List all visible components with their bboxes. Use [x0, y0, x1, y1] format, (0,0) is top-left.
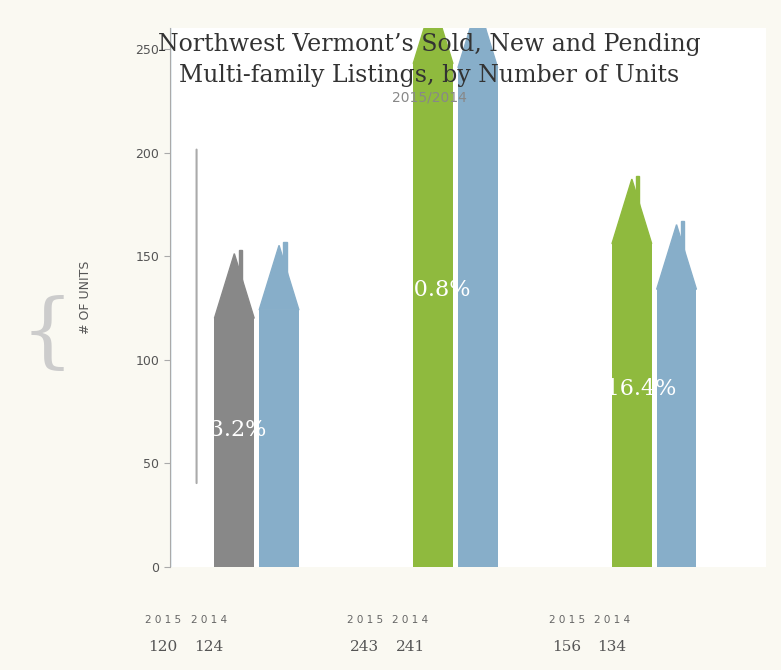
- Bar: [284, 242, 287, 275]
- Bar: [259, 310, 299, 567]
- Text: 2 0 1 5: 2 0 1 5: [145, 615, 181, 624]
- Bar: [612, 244, 651, 567]
- Text: 2 0 1 4: 2 0 1 4: [392, 615, 429, 624]
- Polygon shape: [458, 3, 497, 68]
- Bar: [458, 68, 497, 567]
- Polygon shape: [215, 254, 254, 318]
- Bar: [413, 64, 453, 567]
- Text: 120: 120: [148, 640, 178, 653]
- Text: 156: 156: [552, 640, 581, 653]
- Text: Multi-family Listings, by Number of Units: Multi-family Listings, by Number of Unit…: [180, 64, 679, 86]
- Text: # OF UNITS: # OF UNITS: [79, 261, 91, 334]
- Bar: [681, 221, 684, 254]
- Text: {: {: [20, 295, 73, 375]
- Bar: [215, 318, 254, 567]
- Text: 241: 241: [396, 640, 425, 653]
- Text: 2015/2014: 2015/2014: [392, 90, 467, 105]
- Text: -3.2%: -3.2%: [202, 419, 266, 441]
- Text: +16.4%: +16.4%: [587, 378, 676, 400]
- Text: 2 0 1 4: 2 0 1 4: [191, 615, 226, 624]
- Text: 2 0 1 5: 2 0 1 5: [347, 615, 383, 624]
- Text: 124: 124: [194, 640, 223, 653]
- Text: +0.8%: +0.8%: [395, 279, 471, 301]
- Text: Northwest Vermont’s Sold, New and Pending: Northwest Vermont’s Sold, New and Pendin…: [159, 34, 701, 56]
- Bar: [657, 289, 697, 567]
- Polygon shape: [612, 179, 651, 244]
- Bar: [437, 0, 440, 28]
- Text: 2 0 1 5: 2 0 1 5: [548, 615, 585, 624]
- Text: 243: 243: [351, 640, 380, 653]
- Text: 134: 134: [597, 640, 626, 653]
- Bar: [239, 251, 242, 283]
- Bar: [482, 0, 485, 32]
- Polygon shape: [259, 245, 299, 310]
- Bar: [637, 176, 640, 208]
- Text: 2 0 1 4: 2 0 1 4: [594, 615, 630, 624]
- Polygon shape: [657, 224, 697, 289]
- Polygon shape: [413, 0, 453, 64]
